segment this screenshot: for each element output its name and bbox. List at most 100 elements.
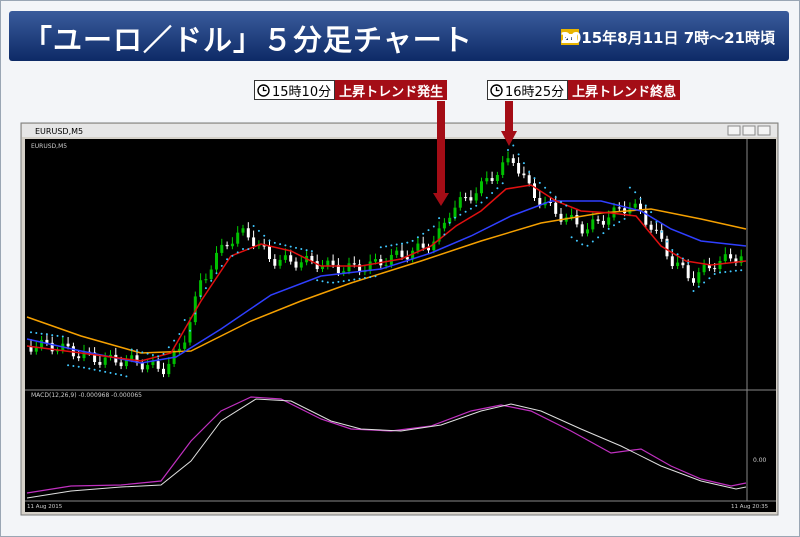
candle-body: [527, 175, 531, 184]
sar-dot: [644, 204, 647, 207]
sar-dot: [517, 153, 520, 156]
candle-body: [411, 250, 415, 260]
sar-dot: [104, 370, 107, 373]
sar-dot: [353, 278, 356, 281]
candle-body: [225, 244, 229, 247]
close-button[interactable]: [757, 125, 771, 136]
candle-body: [252, 237, 256, 247]
candle-body: [273, 259, 277, 266]
window-title: EURUSD,M5: [35, 127, 83, 136]
candle-body: [374, 259, 377, 262]
sar-dot: [655, 220, 658, 223]
sar-dot: [560, 201, 562, 203]
sar-dot: [676, 253, 679, 256]
candle-body: [34, 347, 38, 352]
sar-dot: [533, 177, 536, 180]
sar-dot: [554, 196, 557, 199]
annotation-time: 16時25分: [505, 84, 565, 100]
sar-dot: [692, 290, 695, 292]
candle-body: [395, 250, 399, 255]
sar-dot: [189, 329, 191, 332]
sar-dot: [242, 247, 244, 250]
sar-dot: [146, 352, 149, 355]
candle-body: [193, 296, 197, 323]
sar-dot: [480, 201, 483, 204]
candle-body: [692, 278, 695, 283]
time-label: 11 Aug 2015: [27, 504, 63, 510]
sar-dot: [30, 331, 32, 334]
sar-dot: [284, 244, 287, 247]
sar-dot: [358, 277, 361, 280]
candle-body: [336, 264, 340, 274]
candle-body: [188, 322, 192, 343]
sar-dot: [708, 277, 711, 280]
sar-dot: [628, 186, 631, 189]
sar-dot: [167, 346, 170, 349]
sar-dot: [390, 244, 393, 247]
candle-body: [326, 260, 330, 267]
candle-body: [130, 355, 134, 360]
candle-body: [40, 339, 44, 348]
sar-dot: [210, 279, 213, 282]
sar-dot: [316, 279, 319, 282]
candle-body: [670, 256, 674, 267]
candle-body: [119, 362, 123, 367]
sar-dot: [687, 261, 690, 264]
candle-body: [501, 162, 505, 175]
candle-body: [633, 203, 637, 208]
sar-dot: [719, 271, 721, 274]
candle-body: [495, 174, 499, 181]
sar-dot: [724, 270, 727, 273]
sar-dot: [422, 232, 425, 235]
sar-dot: [591, 240, 594, 243]
candle-body: [511, 158, 515, 163]
candle-body: [289, 255, 293, 262]
candle-body: [98, 362, 102, 365]
sar-dot: [650, 211, 653, 214]
sar-dot: [475, 204, 478, 207]
sar-dot: [623, 217, 626, 220]
sar-dot: [496, 187, 499, 190]
sar-dot: [45, 333, 48, 336]
sar-dot: [459, 213, 462, 216]
candle-body: [331, 260, 335, 265]
candle-body: [739, 256, 743, 264]
sar-dot: [618, 221, 621, 224]
sar-dot: [427, 229, 430, 232]
candle-body: [639, 203, 642, 211]
candle-body: [448, 217, 452, 223]
sar-dot: [464, 210, 467, 213]
sar-dot: [528, 171, 531, 173]
candle-body: [400, 250, 404, 257]
candle-body: [453, 207, 457, 218]
sar-dot: [300, 248, 303, 251]
sar-dot: [432, 225, 435, 228]
clock-icon: [257, 83, 270, 97]
sar-dot: [326, 281, 329, 284]
annotation: 16時25分 上昇トレンド終息: [487, 80, 681, 100]
sar-dot: [226, 258, 229, 261]
sar-dot: [448, 221, 451, 224]
sar-dot: [178, 333, 181, 335]
candle-body: [432, 241, 436, 251]
candle-body: [533, 183, 536, 198]
candle-body: [82, 351, 86, 359]
sar-dot: [273, 241, 276, 244]
minimize-button[interactable]: [727, 125, 741, 136]
symbol-line: EURUSD,M5: [31, 143, 67, 150]
candle-body: [644, 210, 648, 225]
sar-dot: [597, 236, 600, 239]
sar-dot: [247, 248, 250, 251]
candle-body: [199, 280, 203, 297]
sar-dot: [83, 366, 85, 369]
candle-body: [209, 269, 213, 280]
candle-body: [230, 243, 234, 247]
sar-dot: [93, 368, 96, 371]
sar-dot: [289, 245, 292, 248]
sar-dot: [151, 353, 154, 356]
arrow: [501, 101, 517, 146]
restore-button[interactable]: [742, 125, 756, 136]
candle-body: [480, 181, 483, 194]
candle-body: [469, 197, 473, 201]
